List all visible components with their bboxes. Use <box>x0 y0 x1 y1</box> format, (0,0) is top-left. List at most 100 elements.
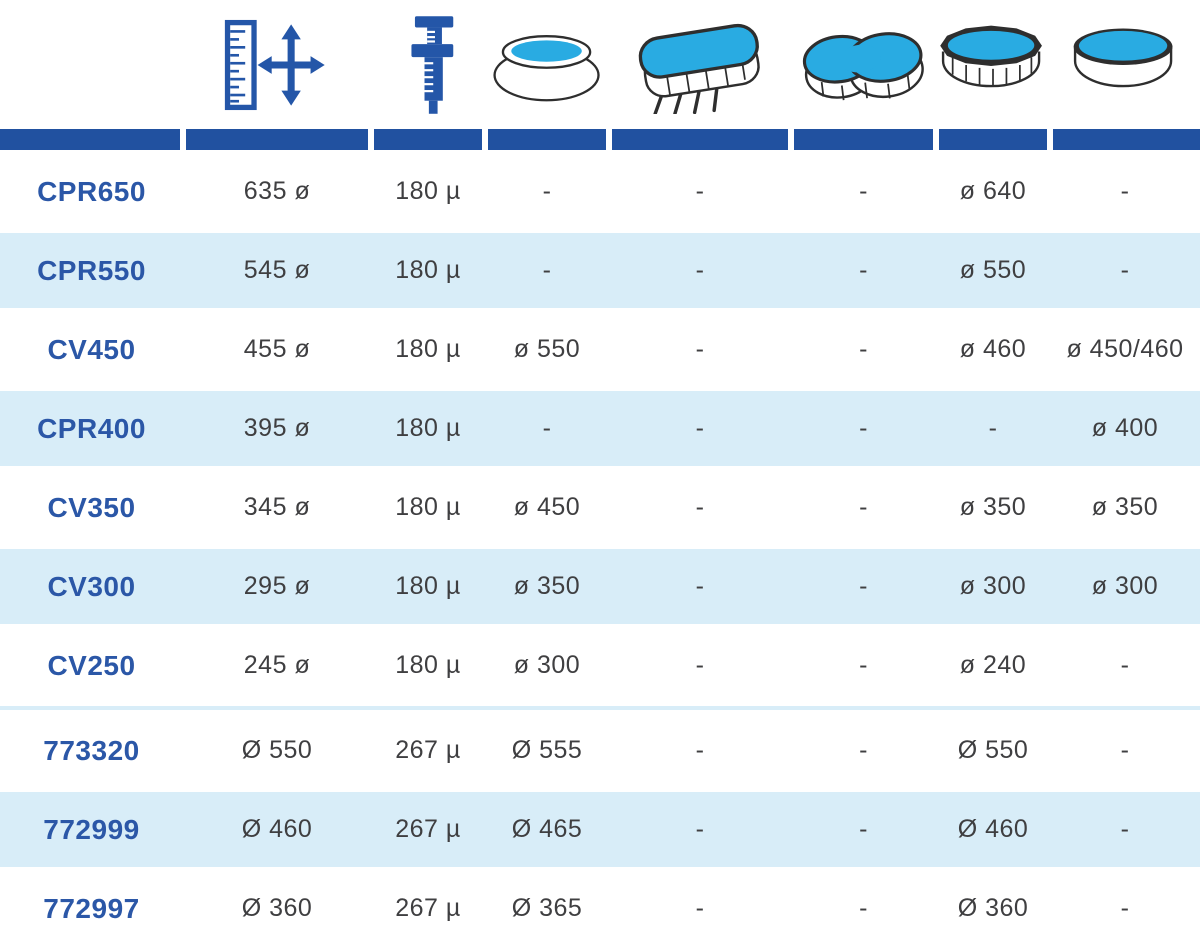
header-col-thickness <box>371 0 485 129</box>
row-value: - <box>1120 815 1130 843</box>
row-value: 180 µ <box>395 651 461 679</box>
pool-figure-eight-icon <box>790 16 938 114</box>
header-bar <box>0 129 1200 150</box>
table-row: CPR650 635 ø 180 µ - - - ø 640 - <box>0 154 1200 229</box>
row-value: - <box>859 335 868 363</box>
row-value: - <box>542 414 552 442</box>
row-value: - <box>695 894 705 922</box>
row-value: - <box>695 815 705 843</box>
row-value: - <box>695 256 705 284</box>
row-value: - <box>1120 177 1130 205</box>
header-bar-segment <box>374 129 482 150</box>
row-value: Ø 360 <box>241 894 313 922</box>
row-value: Ø 460 <box>957 815 1029 843</box>
row-value: ø 450/460 <box>1066 335 1184 363</box>
row-value: ø 640 <box>959 177 1027 205</box>
row-value: 180 µ <box>395 256 461 284</box>
row-value: - <box>542 256 552 284</box>
row-value: 245 ø <box>243 651 311 679</box>
row-value: - <box>695 572 705 600</box>
header-empty-cell <box>0 0 183 129</box>
row-value: - <box>695 651 705 679</box>
row-value: - <box>859 177 868 205</box>
row-value: ø 300 <box>959 572 1027 600</box>
row-code: CV350 <box>47 491 136 523</box>
row-value: ø 550 <box>513 335 581 363</box>
table-row: CPR400 395 ø 180 µ - - - - ø 400 <box>0 391 1200 466</box>
row-value: Ø 550 <box>957 736 1029 764</box>
row-value: Ø 360 <box>957 894 1029 922</box>
row-value: 180 µ <box>395 414 461 442</box>
row-value: - <box>988 414 998 442</box>
row-value: Ø 460 <box>241 815 313 843</box>
row-value: ø 350 <box>1091 493 1159 521</box>
header-bar-segment <box>612 129 788 150</box>
row-value: - <box>859 651 868 679</box>
row-value: 180 µ <box>395 335 461 363</box>
table-row: CV300 295 ø 180 µ ø 350 - - ø 300 ø 300 <box>0 549 1200 624</box>
row-value: ø 350 <box>513 572 581 600</box>
row-value: - <box>695 493 705 521</box>
header-col-figure-eight-pool <box>791 0 936 129</box>
pool-round-softwall-icon <box>489 25 605 104</box>
row-value: - <box>859 572 868 600</box>
row-code: CPR400 <box>37 412 146 444</box>
table-header <box>0 0 1200 129</box>
row-value: - <box>695 177 705 205</box>
row-code: CPR650 <box>37 175 146 207</box>
row-value: ø 300 <box>513 651 581 679</box>
row-code: CV250 <box>47 649 136 681</box>
header-bar-segment <box>186 129 368 150</box>
row-code: 772999 <box>43 813 140 845</box>
row-value: - <box>859 736 868 764</box>
row-value: ø 550 <box>959 256 1027 284</box>
row-value: - <box>1120 736 1130 764</box>
row-value: - <box>695 736 705 764</box>
row-value: 267 µ <box>395 894 461 922</box>
row-value: 267 µ <box>395 736 461 764</box>
row-code: CV300 <box>47 570 136 602</box>
row-code: CPR550 <box>37 254 146 286</box>
table-row: CV250 245 ø 180 µ ø 300 - - ø 240 - <box>0 628 1200 703</box>
header-col-round-steel-pool <box>1050 0 1200 129</box>
header-bar-segment <box>1053 129 1200 150</box>
row-value: - <box>859 894 868 922</box>
pool-oval-icon <box>626 16 774 114</box>
row-value: - <box>1120 256 1130 284</box>
row-value: ø 350 <box>959 493 1027 521</box>
header-col-softwall-pool <box>485 0 609 129</box>
header-bar-segment <box>488 129 606 150</box>
row-value: - <box>695 414 705 442</box>
row-value: - <box>1120 651 1130 679</box>
row-value: ø 300 <box>1091 572 1159 600</box>
row-value: ø 240 <box>959 651 1027 679</box>
row-value: Ø 465 <box>511 815 583 843</box>
row-value: 180 µ <box>395 572 461 600</box>
row-value: 180 µ <box>395 493 461 521</box>
header-col-dimensions <box>183 0 371 129</box>
row-value: - <box>859 815 868 843</box>
row-value: ø 460 <box>959 335 1027 363</box>
row-value: ø 450 <box>513 493 581 521</box>
section-divider <box>0 706 1200 710</box>
table-row: CV450 455 ø 180 µ ø 550 - - ø 460 ø 450/460 <box>0 312 1200 387</box>
header-bar-segment <box>0 129 180 150</box>
table-row: 773320 Ø 550 267 µ Ø 555 - - Ø 550 - <box>0 713 1200 788</box>
ruler-dimensions-icon <box>224 18 330 112</box>
row-code: 772997 <box>43 892 140 924</box>
caliper-thickness-icon <box>401 11 455 119</box>
row-value: 455 ø <box>243 335 311 363</box>
row-value: Ø 550 <box>241 736 313 764</box>
row-value: 345 ø <box>243 493 311 521</box>
header-bar-segment <box>794 129 933 150</box>
row-value: 545 ø <box>243 256 311 284</box>
row-value: - <box>859 256 868 284</box>
row-code: 773320 <box>43 734 140 766</box>
row-value: - <box>859 493 868 521</box>
row-value: - <box>695 335 705 363</box>
table-rows: CPR650 635 ø 180 µ - - - ø 640 - CPR550 545 ø 1… <box>0 154 1200 943</box>
pool-round-steel-icon <box>1067 17 1183 113</box>
row-value: - <box>1120 894 1130 922</box>
row-value: 180 µ <box>395 177 461 205</box>
